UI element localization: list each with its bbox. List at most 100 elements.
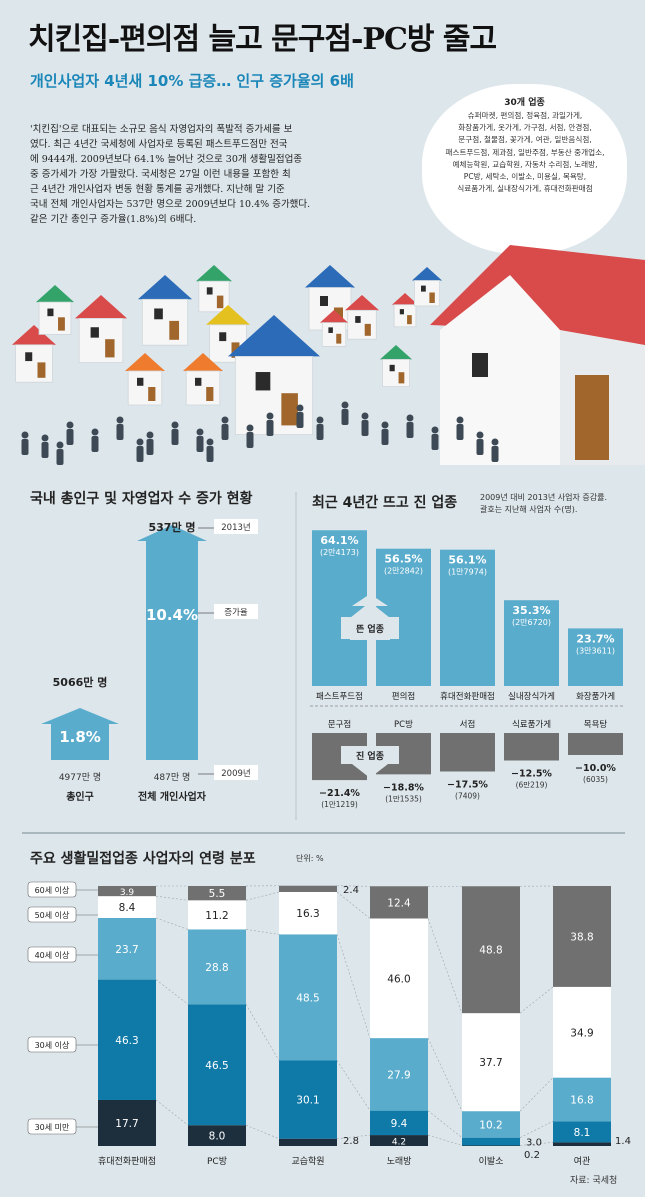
age-segment (462, 1013, 520, 1112)
age-segment (553, 886, 611, 987)
rising-value-label: 56.1% (448, 554, 486, 567)
falling-bar (440, 733, 495, 772)
source-label: 자료: 국세청 (570, 1176, 618, 1186)
age-segment (188, 1125, 246, 1146)
age-segment (98, 1099, 156, 1146)
age-segment (370, 1110, 428, 1136)
age-segment (370, 918, 428, 1039)
cloud-line: 문구점, 철물점, 꽃가게, 여관, 일반음식점, (458, 135, 592, 145)
age-group-label: 30세 이상 (35, 1040, 70, 1050)
house-icon (320, 310, 348, 347)
segment-value-label: 2.4 (343, 885, 359, 896)
age-section-title: 주요 생활밀접업종 사업자의 연령 분포 (30, 851, 256, 867)
segment-value-label: 0.2 (524, 1150, 540, 1161)
falling-category-label: 식료품가게 (512, 719, 551, 730)
page-subtitle: 개인사업자 4년새 10% 급증… 인구 증가율의 6배 (30, 72, 354, 90)
age-segment (279, 891, 337, 935)
cloud-line: 화장품가게, 옷가게, 가구점, 서점, 안경점, (458, 123, 592, 133)
boundary-connector (519, 1121, 554, 1138)
boundary-connector (336, 885, 371, 887)
segment-value-label: 17.7 (115, 1118, 138, 1130)
segment-value-label: 28.8 (205, 962, 228, 974)
boundary-connector (155, 917, 189, 930)
falling-value-label: −21.4% (319, 788, 360, 799)
segment-value-label: 5.5 (209, 888, 226, 900)
segment-value-label: 46.3 (115, 1035, 138, 1047)
age-segment (553, 986, 611, 1078)
age-segment (188, 900, 246, 930)
segment-value-label: 9.4 (391, 1118, 408, 1130)
age-group-tag (27, 1036, 77, 1053)
segment-value-label: 8.4 (119, 902, 136, 914)
house-icon (36, 285, 74, 335)
age-segment (279, 934, 337, 1061)
falling-bar (504, 733, 559, 761)
person-icon (406, 414, 414, 438)
rising-bar (440, 549, 495, 686)
cloud-line: PC방, 세탁소, 이발소, 미용실, 목욕탕, (463, 172, 587, 182)
body-line: 중 증가세가 가장 가팔랐다. 국세청은 27일 이런 내용을 포함한 최 (30, 169, 291, 180)
end-value-label: 537만 명 (148, 520, 195, 534)
age-segment (462, 1137, 520, 1146)
segment-value-label: 3.0 (526, 1138, 542, 1149)
rising-arrow-icon (341, 617, 399, 639)
age-group-label: 30세 미만 (35, 1123, 70, 1132)
growth-arrow (137, 525, 207, 760)
age-segment (279, 885, 337, 892)
age-segment (98, 896, 156, 918)
age-category-label: 교습학원 (291, 1156, 324, 1167)
age-group-tag (27, 881, 77, 898)
cloud-line: 예체능학원, 교습학원, 자동차 수리점, 노래방, (452, 159, 598, 169)
big-house-icon (430, 245, 645, 465)
houses-illustration (12, 245, 645, 465)
house-icon (183, 353, 223, 406)
age-category-label: 이발소 (479, 1156, 504, 1167)
person-icon (431, 426, 439, 450)
annotation-tag (214, 765, 258, 780)
age-group-tag (27, 1118, 77, 1135)
growth-rate-tag: 증가율 (224, 608, 248, 618)
boundary-connector (245, 891, 280, 901)
person-icon (21, 431, 29, 455)
segment-value-label: 3.9 (120, 888, 135, 898)
house-icon (138, 275, 192, 346)
house-icon (228, 315, 320, 435)
falling-category-label: PC방 (394, 719, 413, 730)
boundary-connector (155, 979, 189, 1005)
person-icon (221, 416, 229, 440)
segment-value-label: 2.8 (343, 1136, 359, 1147)
person-icon (266, 412, 274, 436)
age-segment (98, 979, 156, 1100)
rising-bar (504, 600, 559, 686)
body-line: 국내 전체 개인사업자는 537만 명으로 2009년보다 10.4% 증가했다… (30, 199, 311, 210)
falling-count-label: (6035) (583, 775, 608, 784)
segment-value-label: 23.7 (115, 944, 138, 956)
age-group-label: 50세 이상 (35, 910, 70, 920)
segment-value-label: 1.4 (615, 1136, 631, 1147)
rising-category-label: 화장품가게 (576, 691, 615, 702)
age-segment (98, 886, 156, 897)
rising-bar (312, 530, 367, 686)
house-icon (412, 267, 442, 307)
industries-note: 2009년 대비 2013년 사업자 증감률. 괄호는 지난해 사업자 수(명)… (480, 492, 607, 516)
age-segment (188, 886, 246, 901)
start-year-tag: 2009년 (221, 768, 250, 779)
age-segment (188, 1004, 246, 1126)
cloud-line: 패스트푸드점, 제과점, 일반주점, 부동산 중개업소, (445, 147, 605, 157)
rising-value-label: 35.3% (512, 604, 550, 617)
age-category-label: 휴대전화판매점 (98, 1155, 156, 1167)
falling-arrow-icon (352, 764, 388, 778)
rising-count-label: (2만6720) (512, 618, 551, 627)
rising-category-label: 편의점 (392, 691, 415, 702)
age-segment (370, 1135, 428, 1146)
growth-label: 10.4% (146, 606, 198, 624)
rising-value-label: 56.5% (384, 553, 422, 566)
boundary-connector (427, 1037, 463, 1112)
person-icon (316, 416, 324, 440)
start-value-label: 4977만 명 (59, 772, 101, 783)
age-segment (370, 886, 428, 919)
person-icon (381, 421, 389, 445)
rising-arrow-icon (352, 594, 388, 606)
falling-category-label: 목욕탕 (584, 719, 608, 730)
